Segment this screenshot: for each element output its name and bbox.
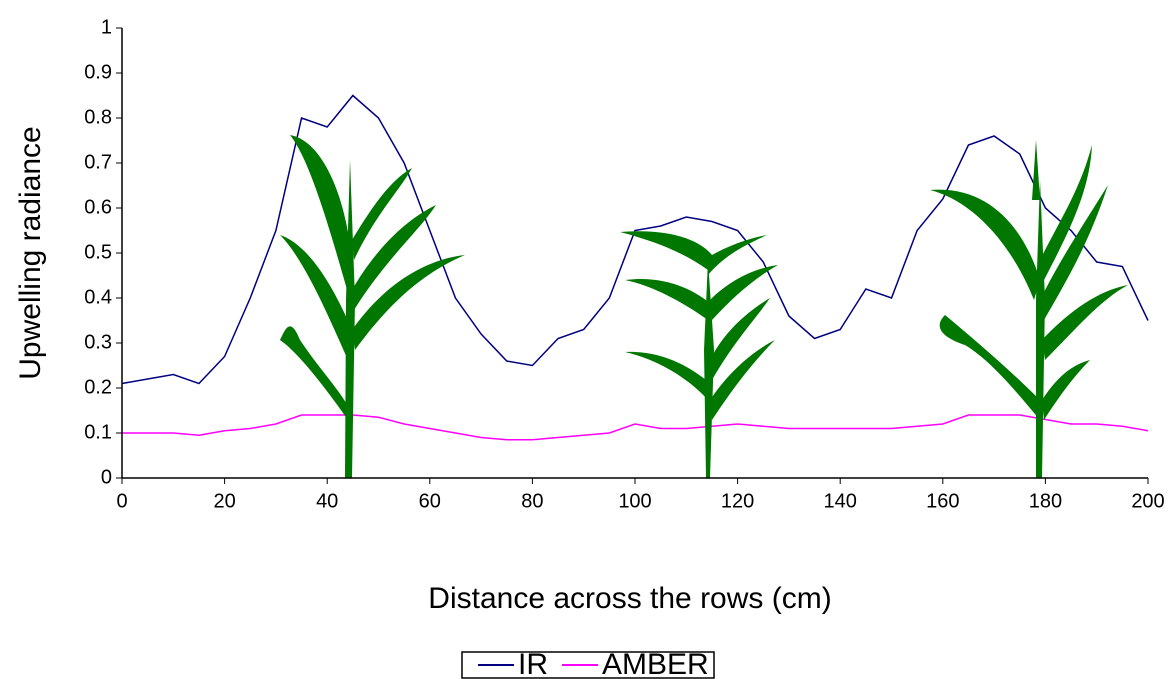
legend-label: AMBER	[602, 648, 709, 679]
x-tick-label: 0	[116, 490, 127, 512]
y-tick-label: 0.3	[84, 331, 112, 353]
y-tick-label: 0.5	[84, 241, 112, 263]
legend-label: IR	[518, 648, 548, 679]
x-tick-label: 200	[1131, 490, 1164, 512]
y-tick-label: 0.2	[84, 376, 112, 398]
x-axis-title: Distance across the rows (cm)	[428, 582, 831, 615]
legend-box	[461, 651, 715, 679]
x-tick-label: 40	[316, 490, 338, 512]
y-tick-label: 0.7	[84, 151, 112, 173]
series-line	[121, 94, 1149, 385]
y-tick-label: 0	[101, 466, 112, 488]
x-tick-label: 180	[1029, 490, 1062, 512]
y-tick-label: 0.1	[84, 421, 112, 443]
x-tick-label: 20	[213, 490, 235, 512]
x-tick-label: 160	[926, 490, 959, 512]
plant-illustrations	[280, 135, 1128, 478]
y-tick-label: 0.6	[84, 196, 112, 218]
x-tick-label: 140	[824, 490, 857, 512]
y-axis-title: Upwelling radiance	[14, 126, 47, 379]
x-tick-label: 60	[419, 490, 441, 512]
y-tick-label: 0.4	[84, 286, 112, 308]
x-tick-label: 80	[521, 490, 543, 512]
y-tick-label: 0.8	[84, 106, 112, 128]
series-line	[122, 414, 1149, 441]
y-tick-label: 0.9	[84, 61, 112, 83]
x-tick-label: 120	[721, 490, 754, 512]
x-tick-label: 100	[618, 490, 651, 512]
y-tick-label: 1	[101, 16, 112, 38]
